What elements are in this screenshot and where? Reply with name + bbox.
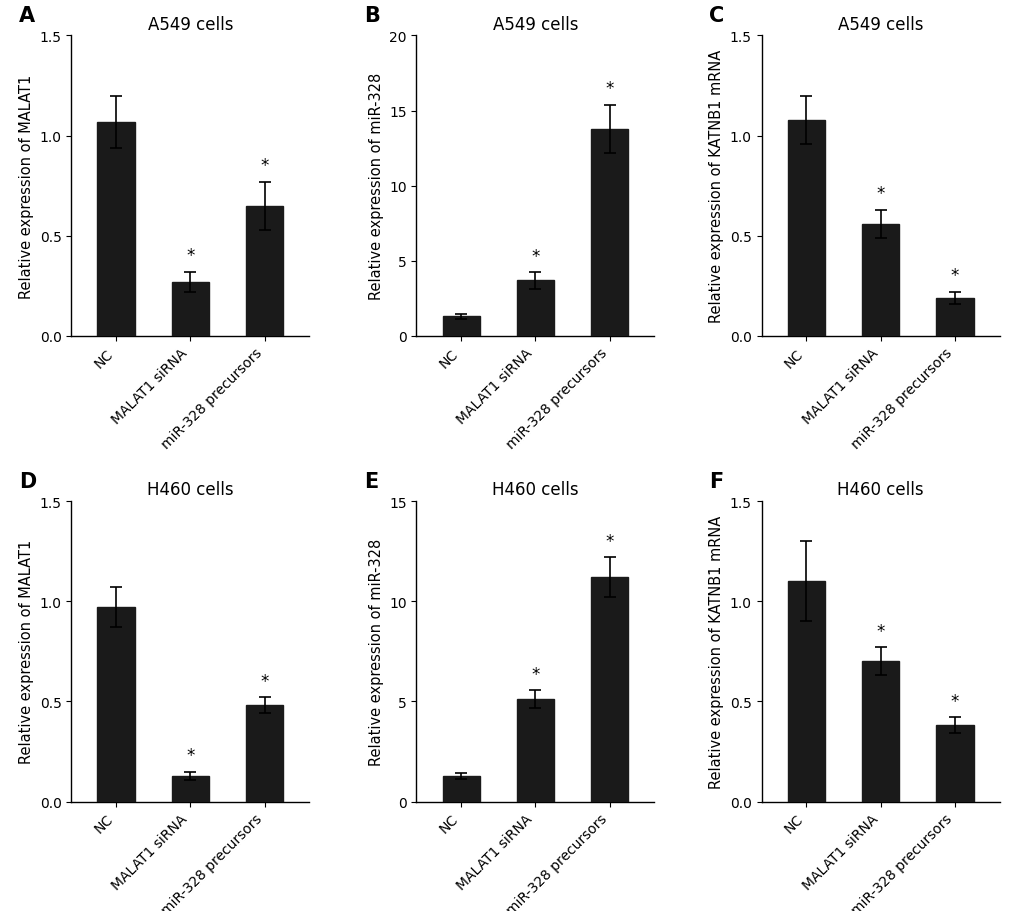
Bar — [861, 224, 899, 336]
Text: *: * — [531, 247, 539, 265]
Bar — [246, 706, 283, 802]
Y-axis label: Relative expression of miR-328: Relative expression of miR-328 — [368, 538, 383, 765]
Title: A549 cells: A549 cells — [492, 15, 578, 34]
Text: *: * — [605, 532, 613, 550]
Bar — [861, 661, 899, 802]
Bar — [171, 775, 209, 802]
Text: *: * — [875, 185, 883, 203]
Text: *: * — [950, 267, 958, 285]
Bar — [517, 281, 553, 336]
Y-axis label: Relative expression of KATNB1 mRNA: Relative expression of KATNB1 mRNA — [708, 50, 723, 323]
Y-axis label: Relative expression of miR-328: Relative expression of miR-328 — [368, 73, 383, 300]
Bar — [517, 700, 553, 802]
Title: A549 cells: A549 cells — [837, 15, 922, 34]
Text: E: E — [364, 472, 378, 492]
Bar — [591, 578, 628, 802]
Y-axis label: Relative expression of KATNB1 mRNA: Relative expression of KATNB1 mRNA — [708, 515, 723, 788]
Bar — [442, 775, 479, 802]
Text: *: * — [186, 247, 195, 265]
Text: F: F — [708, 472, 722, 492]
Text: *: * — [605, 80, 613, 98]
Bar — [171, 282, 209, 336]
Bar — [246, 207, 283, 336]
Bar — [442, 317, 479, 336]
Text: *: * — [186, 746, 195, 764]
Bar — [787, 581, 824, 802]
Title: H460 cells: H460 cells — [147, 481, 233, 498]
Bar — [935, 299, 972, 336]
Text: A: A — [19, 6, 35, 26]
Text: *: * — [260, 157, 269, 175]
Text: *: * — [260, 672, 269, 691]
Bar — [787, 120, 824, 336]
Text: C: C — [708, 6, 723, 26]
Title: A549 cells: A549 cells — [148, 15, 233, 34]
Bar — [591, 129, 628, 336]
Bar — [935, 726, 972, 802]
Text: *: * — [950, 692, 958, 711]
Title: H460 cells: H460 cells — [837, 481, 923, 498]
Y-axis label: Relative expression of MALAT1: Relative expression of MALAT1 — [19, 75, 34, 299]
Text: *: * — [531, 665, 539, 683]
Text: B: B — [364, 6, 380, 26]
Bar — [98, 608, 135, 802]
Title: H460 cells: H460 cells — [492, 481, 578, 498]
Text: *: * — [875, 622, 883, 640]
Bar — [98, 122, 135, 336]
Y-axis label: Relative expression of MALAT1: Relative expression of MALAT1 — [19, 539, 34, 763]
Text: D: D — [19, 472, 37, 492]
